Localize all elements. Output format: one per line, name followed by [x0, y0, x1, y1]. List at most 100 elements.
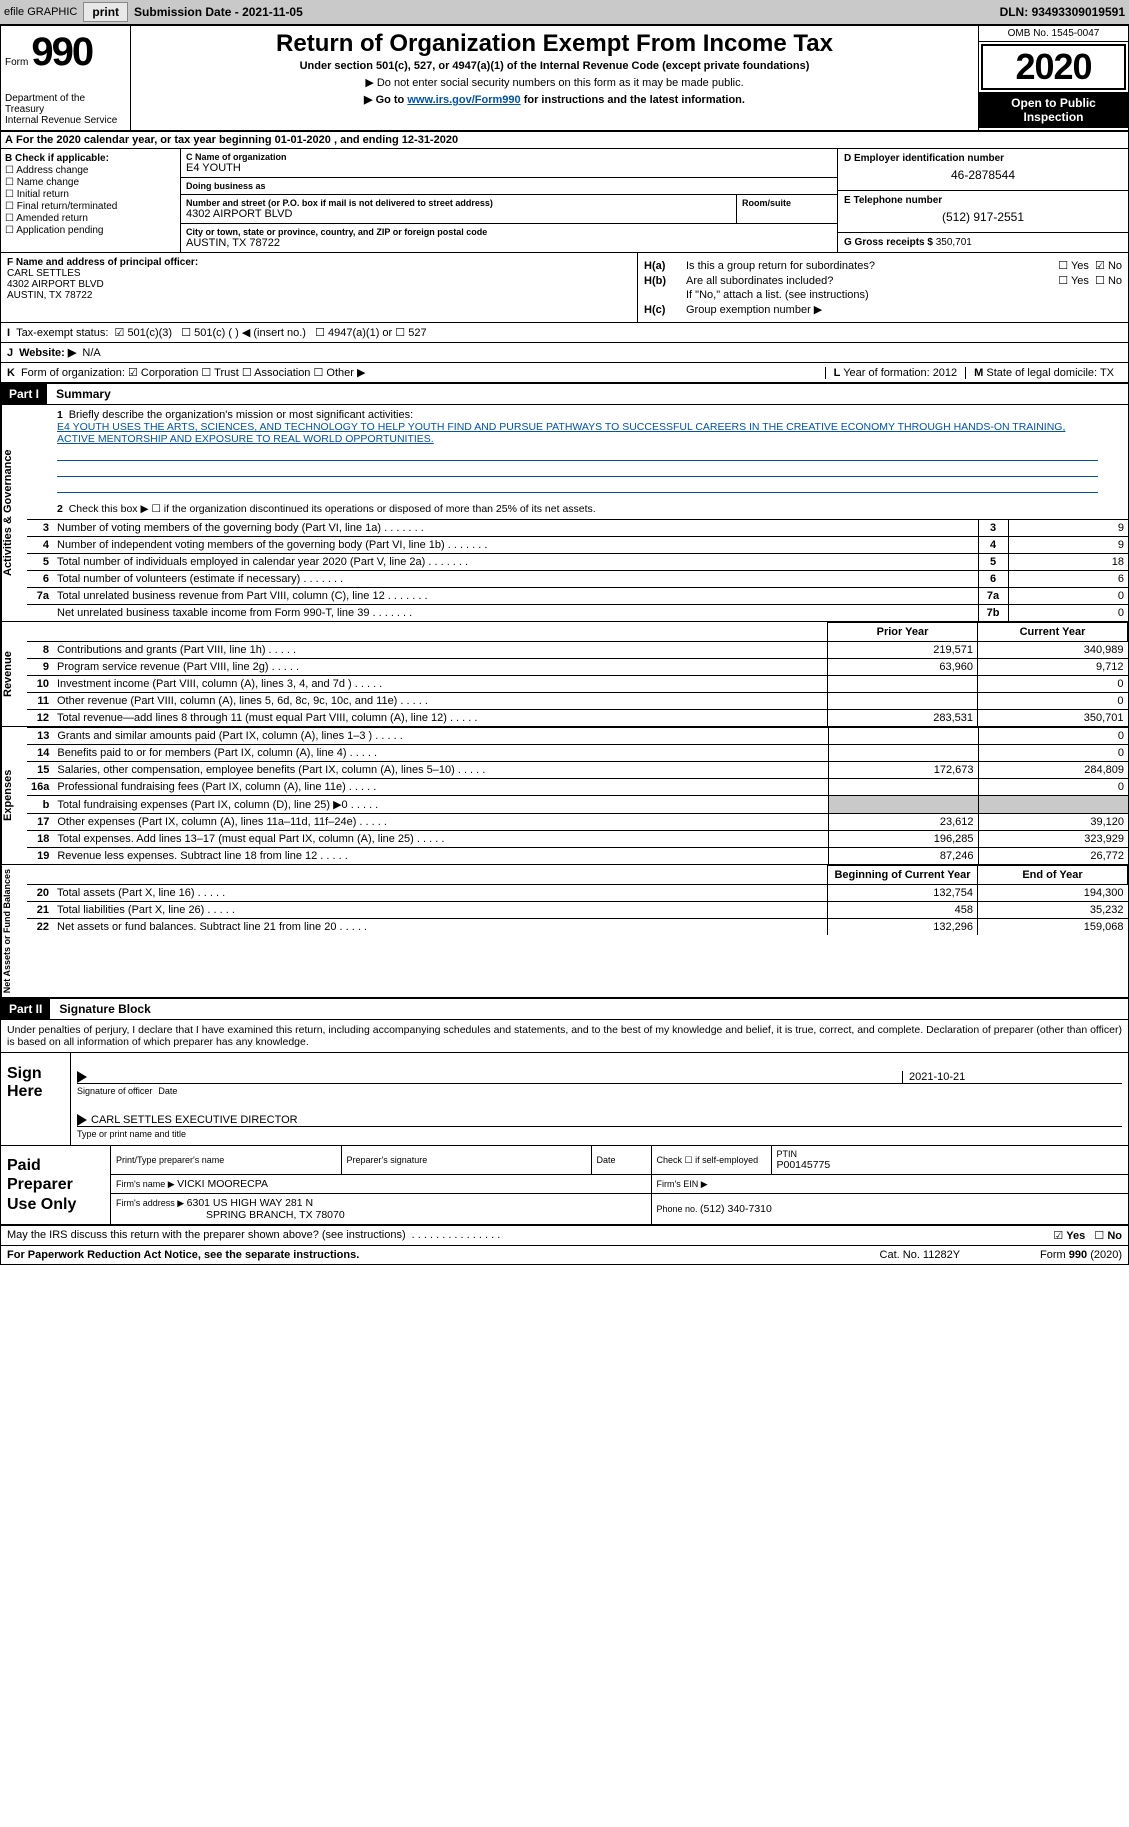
side-governance: Activities & Governance — [1, 405, 27, 621]
footer-left: For Paperwork Reduction Act Notice, see … — [7, 1249, 359, 1261]
officer-addr2: AUSTIN, TX 78722 — [7, 290, 92, 301]
box-c: C Name of organization E4 YOUTH Doing bu… — [181, 149, 838, 252]
chk-501c3[interactable]: ☑ 501(c)(3) — [115, 326, 173, 339]
hb-no[interactable]: ☐ No — [1095, 274, 1122, 287]
irs-link[interactable]: www.irs.gov/Form990 — [407, 94, 520, 106]
entity-block: B Check if applicable: ☐ Address change … — [1, 149, 1128, 253]
discuss-yes[interactable]: ☑ Yes — [1053, 1230, 1085, 1242]
table-row: 11Other revenue (Part VIII, column (A), … — [27, 693, 1128, 710]
expenses-table: 13Grants and similar amounts paid (Part … — [27, 727, 1128, 864]
line-j: J Website: ▶ N/A — [1, 343, 1128, 363]
table-row: 5Total number of individuals employed in… — [27, 554, 1128, 571]
side-expenses: Expenses — [1, 727, 27, 864]
table-row: 12Total revenue—add lines 8 through 11 (… — [27, 710, 1128, 727]
chk-trust[interactable]: ☐ Trust — [201, 366, 238, 379]
city-cell: City or town, state or province, country… — [181, 224, 837, 252]
officer-name-title: CARL SETTLES EXECUTIVE DIRECTOR — [91, 1114, 1122, 1126]
self-employed-check[interactable]: Check ☐ if self-employed — [657, 1155, 766, 1166]
mission-text: E4 YOUTH USES THE ARTS, SCIENCES, AND TE… — [57, 421, 1098, 445]
hb-yes[interactable]: ☐ Yes — [1058, 274, 1089, 287]
website-value: N/A — [82, 347, 100, 359]
table-row: 14Benefits paid to or for members (Part … — [27, 745, 1128, 762]
section-revenue: Revenue Prior YearCurrent Year 8Contribu… — [1, 622, 1128, 727]
submission-date-label: Submission Date - 2021-11-05 — [134, 5, 303, 19]
table-row: Net unrelated business taxable income fr… — [27, 605, 1128, 622]
tax-year: 2020 — [981, 44, 1126, 90]
ptin-value: P00145775 — [777, 1159, 1124, 1171]
top-toolbar: efile GRAPHIC print Submission Date - 20… — [0, 0, 1129, 25]
chk-501c[interactable]: ☐ 501(c) ( ) ◀ (insert no.) — [181, 326, 306, 339]
part1-title: Summary — [50, 387, 111, 401]
footer-form: Form 990 (2020) — [1040, 1249, 1122, 1261]
table-row: 7aTotal unrelated business revenue from … — [27, 588, 1128, 605]
firm-phone: (512) 340-7310 — [700, 1203, 772, 1215]
chk-name-change[interactable]: ☐ Name change — [5, 177, 176, 188]
firm-name: VICKI MOORECPA — [177, 1178, 268, 1190]
mission-block: 1 Briefly describe the organization's mi… — [27, 405, 1128, 519]
revenue-table: Prior YearCurrent Year 8Contributions an… — [27, 622, 1128, 726]
table-row: 10Investment income (Part VIII, column (… — [27, 676, 1128, 693]
dba-cell: Doing business as — [181, 178, 837, 195]
sign-here-block: Sign Here 2021-10-21 Signature of office… — [1, 1052, 1128, 1146]
footer-catno: Cat. No. 11282Y — [880, 1249, 961, 1261]
omb-number: OMB No. 1545-0047 — [979, 26, 1128, 42]
part2-title: Signature Block — [53, 1002, 150, 1016]
line-k-l-m: K Form of organization: ☑ Corporation ☐ … — [1, 363, 1128, 384]
discuss-no[interactable]: ☐ No — [1094, 1230, 1122, 1242]
ha-no[interactable]: ☑ No — [1095, 259, 1122, 272]
chk-other[interactable]: ☐ Other ▶ — [314, 366, 366, 379]
table-row: 20Total assets (Part X, line 16) . . . .… — [27, 885, 1128, 902]
chk-corp[interactable]: ☑ Corporation — [128, 366, 198, 379]
phone-value: (512) 917-2551 — [844, 210, 1122, 224]
paid-preparer-label: Paid Preparer Use Only — [1, 1146, 111, 1224]
box-b-header: B Check if applicable: — [5, 153, 176, 164]
sign-here-label: Sign Here — [1, 1053, 71, 1145]
chk-initial-return[interactable]: ☐ Initial return — [5, 189, 176, 200]
chk-assoc[interactable]: ☐ Association — [242, 366, 311, 379]
line-m: M State of legal domicile: TX — [965, 367, 1122, 379]
form-990: Form 990 Department of the Treasury Inte… — [0, 25, 1129, 1265]
netassets-table: Beginning of Current YearEnd of Year 20T… — [27, 865, 1128, 935]
ha-yes[interactable]: ☐ Yes — [1058, 259, 1089, 272]
org-name-cell: C Name of organization E4 YOUTH — [181, 149, 837, 178]
page-footer: For Paperwork Reduction Act Notice, see … — [1, 1246, 1128, 1264]
box-h: H(a) Is this a group return for subordin… — [638, 253, 1128, 322]
table-row: 19Revenue less expenses. Subtract line 1… — [27, 848, 1128, 865]
print-button[interactable]: print — [83, 2, 128, 22]
table-row: 15Salaries, other compensation, employee… — [27, 762, 1128, 779]
chk-address-change[interactable]: ☐ Address change — [5, 165, 176, 176]
section-netassets: Net Assets or Fund Balances Beginning of… — [1, 865, 1128, 999]
table-row: 8Contributions and grants (Part VIII, li… — [27, 642, 1128, 659]
side-revenue: Revenue — [1, 622, 27, 726]
part1-badge: Part I — [1, 384, 47, 404]
open-to-public: Open to Public Inspection — [979, 92, 1128, 128]
suite-cell: Room/suite — [737, 195, 837, 223]
header-left: Form 990 Department of the Treasury Inte… — [1, 26, 131, 130]
header-right: OMB No. 1545-0047 2020 Open to Public In… — [978, 26, 1128, 130]
part2-header-row: Part II Signature Block — [1, 999, 1128, 1020]
chk-4947[interactable]: ☐ 4947(a)(1) or — [315, 326, 392, 339]
chk-app-pending[interactable]: ☐ Application pending — [5, 225, 176, 236]
paid-preparer-block: Paid Preparer Use Only Print/Type prepar… — [1, 1146, 1128, 1226]
part2-badge: Part II — [1, 999, 50, 1019]
firm-addr1: 6301 US HIGH WAY 281 N — [187, 1197, 313, 1209]
officer-name: CARL SETTLES — [7, 268, 81, 279]
side-netassets: Net Assets or Fund Balances — [1, 865, 27, 997]
ein-value: 46-2878544 — [844, 168, 1122, 182]
table-row: 3Number of voting members of the governi… — [27, 520, 1128, 537]
officer-signature-line[interactable] — [91, 1071, 902, 1083]
org-name: E4 YOUTH — [186, 162, 832, 174]
city-state-zip: AUSTIN, TX 78722 — [186, 237, 832, 249]
chk-amended[interactable]: ☐ Amended return — [5, 213, 176, 224]
chk-527[interactable]: ☐ 527 — [395, 326, 426, 339]
section-governance: Activities & Governance 1 Briefly descri… — [1, 405, 1128, 622]
gross-receipts: 350,701 — [936, 237, 972, 248]
form-note-ssn: ▶ Do not enter social security numbers o… — [139, 76, 970, 89]
tax-period-row: A For the 2020 calendar year, or tax yea… — [1, 132, 1128, 149]
table-row: 16aProfessional fundraising fees (Part I… — [27, 779, 1128, 796]
table-row: 6Total number of volunteers (estimate if… — [27, 571, 1128, 588]
chk-final-return[interactable]: ☐ Final return/terminated — [5, 201, 176, 212]
gross-receipts-cell: G Gross receipts $ 350,701 — [838, 233, 1128, 252]
form-number: 990 — [31, 30, 92, 74]
table-row: bTotal fundraising expenses (Part IX, co… — [27, 796, 1128, 814]
